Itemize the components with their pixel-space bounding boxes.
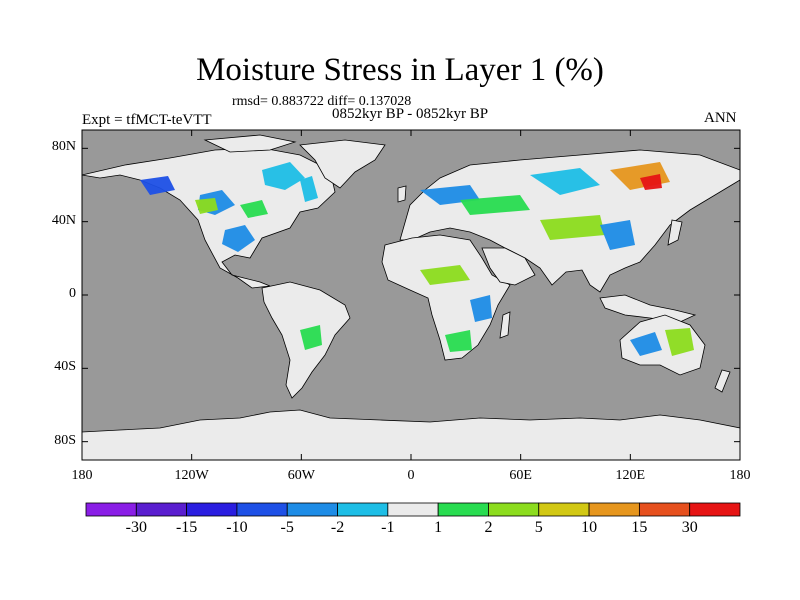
colorbar-swatch (186, 502, 238, 517)
anomaly-region (300, 176, 318, 202)
y-tick-label: 80N (51, 139, 76, 155)
colorbar-swatch (488, 502, 540, 517)
anomaly-region (540, 215, 605, 240)
anomaly-region (665, 328, 694, 356)
colorbar-label: 10 (581, 519, 598, 536)
colorbar-label: 30 (681, 519, 698, 536)
land-british-isles (397, 185, 407, 203)
anomaly-region (140, 176, 175, 195)
axis-ticks (81, 130, 741, 460)
colorbar-label: 5 (534, 519, 543, 536)
colorbar-label: -15 (175, 519, 198, 536)
colorbar-label: 1 (434, 519, 443, 536)
anomaly-region (530, 168, 600, 195)
y-tick-label: 0 (69, 286, 76, 301)
anomaly-region (600, 220, 635, 250)
x-tick-label: 0 (407, 468, 415, 483)
land-antarctica (81, 409, 741, 461)
anomaly-region (630, 332, 662, 356)
land-arabia (481, 247, 536, 286)
colorbar-label: -30 (125, 519, 147, 536)
y-tick-label: 40N (51, 212, 76, 228)
colorbar (85, 502, 741, 517)
land-africa (381, 234, 511, 361)
anomaly-region (640, 174, 662, 190)
x-tick-label: 60E (509, 468, 532, 483)
colorbar-swatch (286, 502, 338, 517)
colorbar-swatch (85, 502, 137, 517)
land-arctic-islands (203, 134, 297, 153)
land-madagascar (499, 311, 511, 339)
anomaly-region (445, 330, 472, 352)
land-maritime-se-asia (599, 294, 697, 323)
colorbar-label: -10 (226, 519, 248, 536)
experiment-label: Expt = tfMCT-teVTT (82, 112, 212, 128)
y-tick-label: 80S (54, 432, 76, 448)
land-new-zealand (714, 369, 731, 393)
x-tick-label: 120W (174, 468, 209, 483)
anomaly-region (240, 200, 268, 218)
colorbar-label: 2 (484, 519, 493, 536)
colorbar-label: 15 (631, 519, 648, 536)
moisture-stress-anomalies (140, 162, 694, 356)
colorbar-swatch (387, 502, 439, 517)
colorbar-swatch (135, 502, 188, 517)
x-tick-label: 180 (729, 468, 751, 483)
colorbar-label: -1 (381, 519, 395, 536)
anomaly-region (262, 162, 305, 190)
x-tick-label: 120E (615, 468, 646, 483)
colorbar-swatch (588, 502, 640, 517)
colorbar-swatch (236, 502, 288, 517)
colorbar-swatch (538, 502, 590, 517)
colorbar-swatch (638, 502, 691, 517)
anomaly-region (420, 265, 470, 285)
colorbar-swatch (337, 502, 389, 517)
anomaly-region (470, 295, 492, 322)
x-tick-label: 180 (71, 468, 93, 483)
anomaly-region (222, 225, 255, 252)
anomaly-region (460, 195, 530, 215)
map-title: Moisture Stress in Layer 1 (%) (196, 52, 604, 88)
colorbar-swatch (689, 502, 741, 517)
colorbar-swatch (437, 502, 489, 517)
season-label: ANN (704, 110, 737, 126)
anomaly-region (195, 198, 218, 214)
land-japan (667, 219, 683, 246)
map-panel (81, 130, 741, 461)
stats-subtitle: rmsd= 0.883722 diff= 0.137028 (232, 94, 412, 109)
colorbar-label: -2 (330, 519, 345, 536)
land-greenland (299, 139, 386, 189)
anomaly-region (300, 325, 322, 350)
x-tick-label: 60W (287, 468, 315, 483)
period-subtitle: 0852kyr BP - 0852kyr BP (331, 106, 489, 122)
y-tick-label: 40S (54, 359, 76, 375)
colorbar-label: -5 (280, 519, 294, 536)
